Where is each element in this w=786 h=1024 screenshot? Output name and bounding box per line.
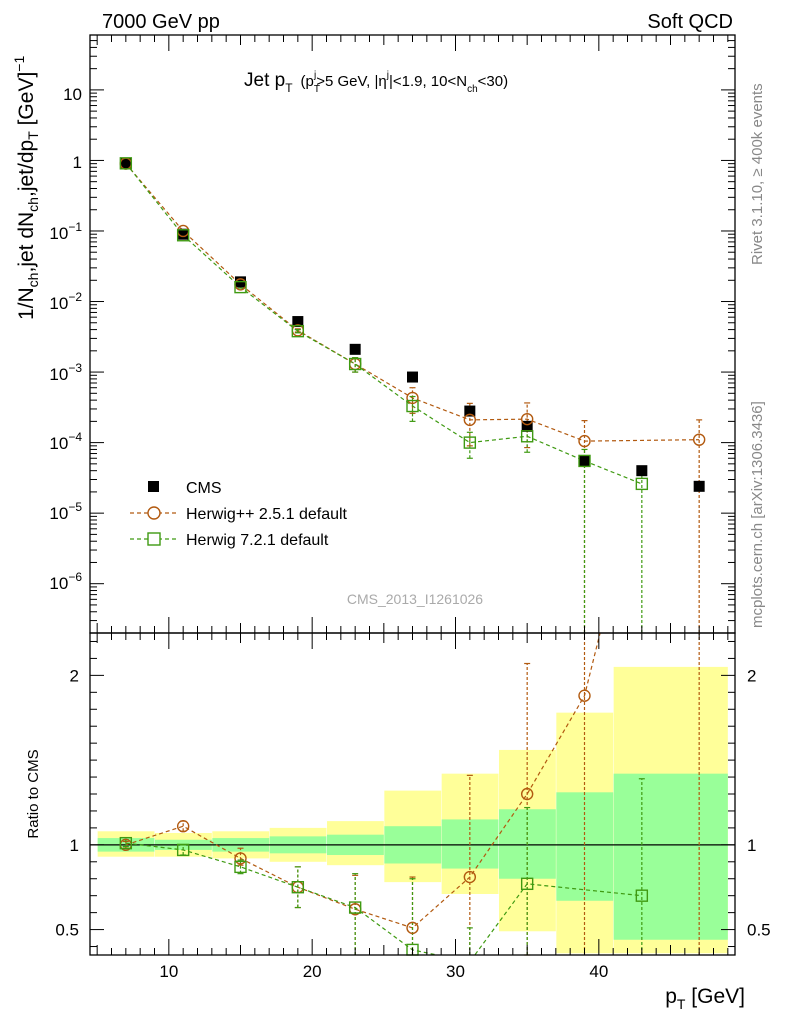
ratio-herwigpp-line	[125, 633, 601, 929]
main-herwig7-point	[348, 357, 362, 371]
main-herwig7-point	[119, 157, 133, 170]
ratio-data-marks	[90, 633, 735, 956]
ratio-band-inner	[613, 773, 728, 940]
ratio-herwig7-point	[176, 843, 190, 857]
legend-herwig7-marker	[147, 532, 161, 546]
y-tick-label-1e-5: 10−5	[49, 500, 82, 523]
main-herwig7-point	[406, 399, 419, 413]
ratio-y-tick-label-right: 2	[747, 666, 756, 685]
main-cms-point	[292, 316, 304, 328]
main-cms-point	[120, 158, 132, 170]
header-process-label: Soft QCD	[647, 11, 733, 33]
ratio-herwig7-point	[348, 901, 362, 914]
x-tick-label: 20	[303, 962, 322, 981]
main-herwigpp-point	[692, 433, 706, 446]
main-herwig7-point	[463, 436, 477, 449]
legend-cms-label: CMS	[186, 480, 222, 497]
main-herwig7-line	[125, 162, 643, 485]
ratio-y-tick-label-right: 1	[747, 836, 756, 855]
ratio-herwig7-point	[520, 877, 534, 891]
legend: CMS Herwig++ 2.5.1 default Herwig 7.2.1 …	[130, 480, 348, 549]
ratio-axis-ticks	[90, 633, 735, 955]
ratio-herwig7-point	[119, 836, 133, 850]
ratio-herwig7-point	[291, 881, 305, 894]
ratio-y-tick-label-right: 0.5	[747, 921, 771, 940]
ratio-herwig7-point	[635, 889, 649, 902]
main-axis-ticks	[90, 34, 735, 634]
legend-herwigpp-label: Herwig++ 2.5.1 default	[186, 506, 348, 523]
main-herwig7-point	[520, 430, 534, 443]
ratio-y-axis-label: Ratio to CMS	[25, 749, 42, 838]
y-tick-label-1e-3: 10−3	[49, 361, 82, 384]
main-cms-point	[349, 343, 361, 355]
ratio-y-tick-label-left: 1	[70, 836, 79, 855]
x-tick-label: 10	[159, 962, 178, 981]
ratio-herwigpp-point	[520, 787, 534, 801]
ratio-herwigpp-point	[463, 870, 477, 884]
y-tick-label-1e-6: 10−6	[49, 570, 82, 593]
ratio-y-tick-label-left: 0.5	[55, 921, 79, 940]
x-tick-label: 40	[589, 962, 608, 981]
main-herwigpp-point	[406, 391, 419, 405]
x-axis-label: pT [GeV]	[665, 985, 745, 1012]
main-herwigpp-point	[463, 413, 477, 427]
main-cms-point	[693, 480, 705, 492]
main-herwig7-point	[234, 280, 247, 294]
legend-cms-marker	[148, 481, 159, 492]
main-cms-point	[636, 465, 648, 477]
main-cms-point	[407, 371, 418, 383]
main-y-axis-label: 1/Nch,jet dNch,jet/dpT [GeV]−1	[11, 56, 41, 320]
y-tick-label-1: 1	[73, 153, 82, 172]
main-panel: 10 1 10−1 10−2 10−3 10−4 10−5 10−6 1/Nch…	[11, 34, 736, 634]
ratio-herwigpp-point	[578, 689, 591, 702]
y-tick-label-1e-4: 10−4	[49, 430, 82, 453]
y-tick-label-1e-2: 10−2	[49, 290, 82, 313]
main-data-marks	[119, 157, 706, 633]
legend-herwig7-label: Herwig 7.2.1 default	[186, 532, 329, 549]
main-herwig7-point	[635, 477, 649, 491]
y-tick-label-10: 10	[63, 85, 82, 104]
x-tick-label: 30	[446, 962, 465, 981]
main-y-tick-labels: 10 1 10−1 10−2 10−3 10−4 10−5 10−6	[49, 85, 82, 593]
legend-herwigpp-marker	[147, 506, 161, 520]
ratio-herwigpp-point	[406, 921, 419, 935]
ratio-herwigpp-point	[176, 820, 190, 833]
main-herwigpp-point	[520, 412, 534, 426]
main-cms-point	[579, 455, 590, 467]
main-herwigpp-line	[125, 163, 700, 442]
plot-title: Jet pT (pTj>5 GeV, |ηj|<1.9, 10<Nch<30)	[244, 70, 508, 95]
rivet-version-label: Rivet 3.1.10, ≥ 400k events	[749, 83, 766, 265]
header-beam-label: 7000 GeV pp	[102, 11, 220, 33]
main-herwig7-point	[578, 454, 591, 468]
ratio-herwig7-point	[234, 860, 247, 874]
main-herwig7-point	[176, 229, 190, 242]
ratio-panel: 0.5 0.5 1 1 2 2 10 20 30 40 Ratio to CMS pT [GeV]	[25, 632, 771, 1012]
ratio-y-tick-label-left: 2	[70, 666, 79, 685]
ratio-tick-labels: 0.5 0.5 1 1 2 2 10 20 30 40	[55, 666, 770, 981]
mcplots-site-label: mcplots.cern.ch [arXiv:1306.3436]	[749, 401, 766, 628]
main-herwig7-point	[291, 324, 305, 338]
analysis-tag: CMS_2013_I1261026	[347, 591, 483, 607]
main-cms-point	[521, 420, 533, 432]
main-cms-point	[177, 228, 189, 240]
y-tick-label-1e-1: 10−1	[49, 220, 82, 243]
main-cms-point	[464, 405, 476, 417]
main-herwigpp-point	[578, 434, 591, 448]
ratio-herwigpp-point	[234, 852, 247, 865]
